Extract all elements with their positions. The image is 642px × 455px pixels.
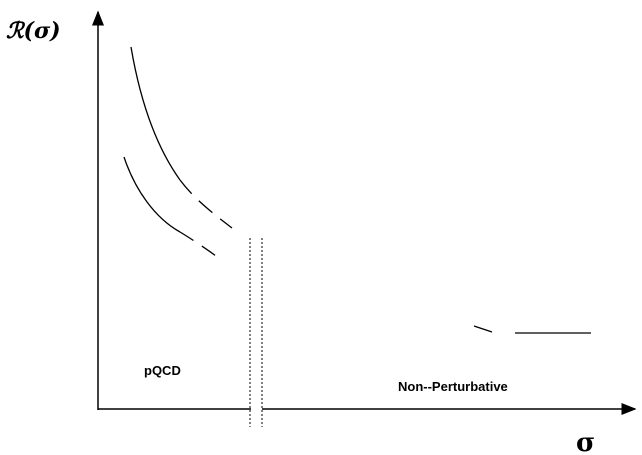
lower-curve-dashed [180, 232, 216, 256]
upper-curve-solid [131, 47, 180, 180]
region-label-pqcd: pQCD [144, 363, 181, 378]
y-axis-label: ℛ(σ) [6, 18, 61, 44]
x-axis-label: σ [576, 428, 595, 455]
upper-curve-dashed [180, 180, 232, 228]
region-label-nonperturbative: Non--Perturbative [398, 379, 508, 394]
nonpert-short-dash [474, 326, 492, 332]
